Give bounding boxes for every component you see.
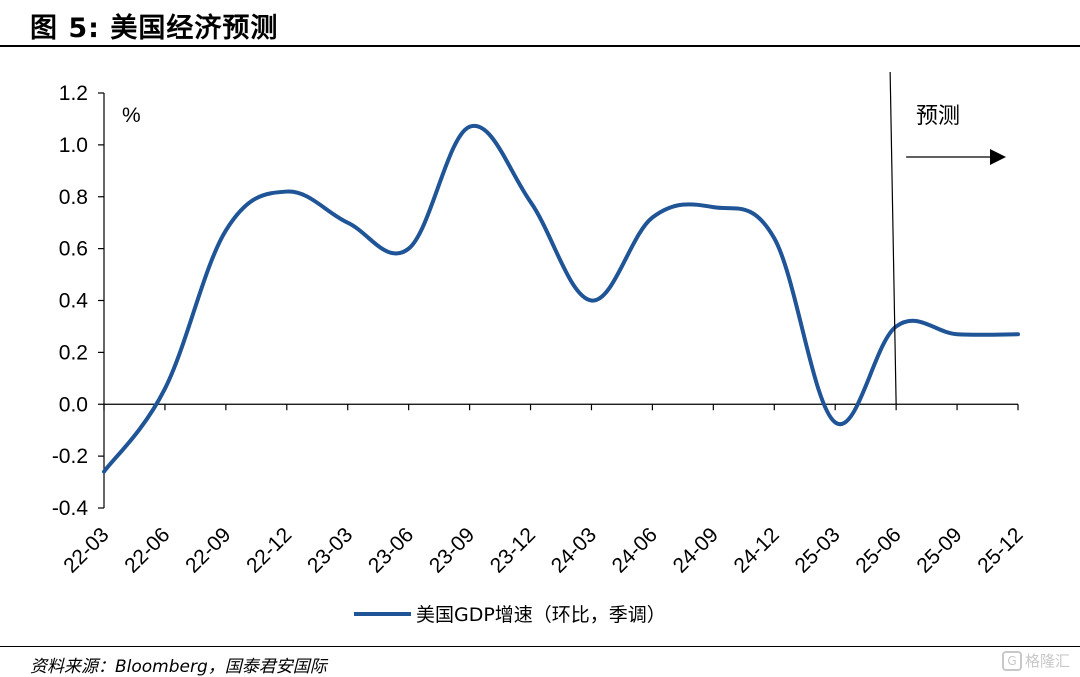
y-tick-label: 0.0 <box>59 393 88 416</box>
title-divider <box>0 45 1080 47</box>
y-tick-label: 0.4 <box>59 290 89 313</box>
gdp-series-line <box>102 123 1020 474</box>
x-tick-label: 25-03 <box>790 523 844 577</box>
x-tick-label: 22-06 <box>120 523 174 577</box>
x-tick-label: 25-09 <box>912 523 966 577</box>
x-tick-label: 25-12 <box>973 523 1027 577</box>
x-tick-label: 24-06 <box>608 523 662 577</box>
x-tick-label: 24-12 <box>730 523 784 577</box>
line-chart: -0.4 -0.2 0.0 0.2 0.4 0.6 0.8 1.0 1.2% 22-03 22-06… <box>52 71 1028 626</box>
forecast-label: 预测 <box>916 104 960 129</box>
y-tick-label: 0.6 <box>59 238 88 261</box>
source-note: 资料来源：Bloomberg，国泰君安国际 <box>30 657 327 677</box>
x-tick-label: 23-12 <box>486 523 540 577</box>
x-tick-label: 22-09 <box>181 523 235 577</box>
watermark-logo-icon: G <box>1001 650 1022 671</box>
forecast-arrow-head-icon <box>990 149 1006 165</box>
x-tick-label: 22-03 <box>59 523 113 577</box>
watermark-text: 格隆汇 <box>1024 652 1070 670</box>
figure-title: 图 5: 美国经济预测 <box>30 13 279 44</box>
y-tick-label: -0.4 <box>52 497 89 520</box>
footer-divider <box>0 646 1080 647</box>
x-tick-label: 22-12 <box>242 523 296 577</box>
x-tick-label: 24-03 <box>547 523 601 577</box>
y-tick-label: 1.0 <box>59 134 88 157</box>
x-tick-label: 23-09 <box>425 523 479 577</box>
forecast-divider-line <box>889 71 897 405</box>
y-tick-label: 0.2 <box>59 341 88 364</box>
y-tick-label: 0.8 <box>59 186 88 209</box>
y-tick-label: -0.2 <box>52 445 88 468</box>
x-tick-label: 24-09 <box>669 523 723 577</box>
x-tick-label: 23-06 <box>364 523 418 577</box>
watermark: G 格隆汇 <box>1001 650 1070 671</box>
x-tick-label: 25-06 <box>851 523 905 577</box>
x-tick-label: 23-03 <box>303 523 357 577</box>
y-axis-unit-label: % <box>122 104 141 127</box>
y-tick-label: 1.2 <box>59 82 88 105</box>
legend-label: 美国GDP增速（环比，季调） <box>416 604 666 626</box>
